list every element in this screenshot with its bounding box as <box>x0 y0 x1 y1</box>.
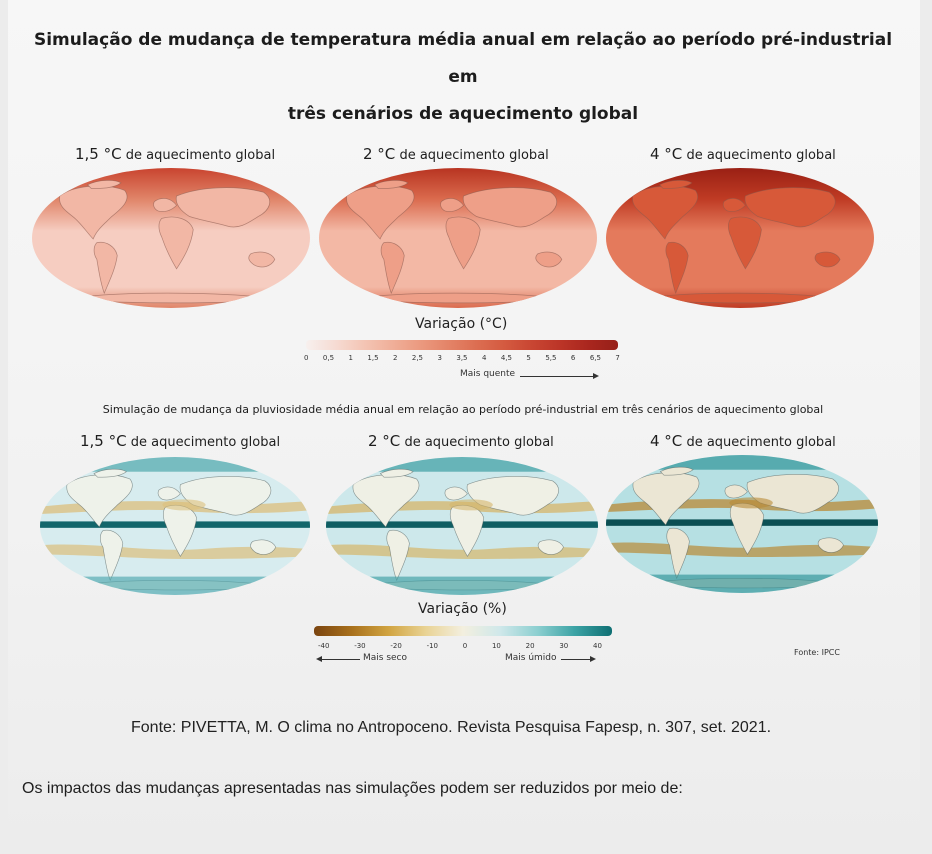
warmer-arrow-line <box>520 376 595 377</box>
precip-legend-title: Variação (%) <box>418 601 507 617</box>
temp-colorbar <box>306 340 618 350</box>
scenario-suffix: de aquecimento global <box>125 148 276 163</box>
legend-tick-label: 3,5 <box>456 354 468 362</box>
precip-legend-hint-wet: Mais úmido <box>505 653 557 663</box>
temp-map-4 <box>606 168 874 308</box>
scenario-suffix: de aquecimento global <box>686 148 836 163</box>
wetter-arrow-icon <box>590 656 596 662</box>
temp-legend-hint: Mais quente <box>460 369 516 379</box>
scenario-suffix: de aquecimento global <box>130 435 281 450</box>
precip-scenario-label-2: 2 °C de aquecimento global <box>368 432 554 450</box>
precip-map-1-5 <box>40 457 310 595</box>
legend-tick-label: 3 <box>437 354 442 362</box>
legend-tick-label: 1,5 <box>367 354 379 362</box>
scenario-value: 1,5 °C <box>75 145 122 163</box>
temp-legend-ticks: 0 0,5 1 1,5 2 2,5 3 3,5 4 4,5 5 5,5 6 6,5 7 <box>304 354 620 362</box>
scenario-suffix: de aquecimento global <box>686 435 836 450</box>
precip-title: Simulação de mudança da pluviosidade méd… <box>102 403 824 416</box>
drier-arrow-line <box>320 659 360 660</box>
legend-tick-label: -30 <box>354 642 366 650</box>
scenario-value: 2 °C <box>368 432 401 450</box>
precip-colorbar <box>314 626 612 636</box>
legend-tick-label: 0,5 <box>322 354 335 362</box>
drier-arrow-icon <box>316 656 322 662</box>
legend-tick-label: 10 <box>491 642 501 650</box>
question-text: Os impactos das mudanças apresentadas na… <box>22 780 683 797</box>
legend-tick-label: 4 <box>481 354 487 362</box>
legend-tick-label: -10 <box>426 642 438 650</box>
wetter-arrow-line <box>561 659 591 660</box>
scenario-suffix: de aquecimento global <box>404 435 554 450</box>
temp-scenario-label-1: 1,5 °C de aquecimento global <box>75 145 275 163</box>
legend-tick-label: 5,5 <box>545 354 557 362</box>
precip-legend-ticks: -40 -30 -20 -10 0 10 20 30 40 <box>318 642 602 650</box>
temp-map-1-5 <box>32 168 310 308</box>
precip-scenario-label-3: 4 °C de aquecimento global <box>650 432 836 450</box>
title-line-2: três cenários de aquecimento global <box>287 104 639 124</box>
legend-tick-label: -40 <box>318 642 330 650</box>
scenario-suffix: de aquecimento global <box>399 148 549 163</box>
legend-tick-label: 7 <box>615 354 620 362</box>
legend-tick-label: 4,5 <box>500 354 512 362</box>
legend-tick-label: 6,5 <box>589 354 601 362</box>
legend-tick-label: 20 <box>525 642 535 650</box>
precip-legend-hint-dry: Mais seco <box>363 653 408 663</box>
warmer-arrow-icon <box>593 373 599 379</box>
legend-tick-label: 1 <box>348 354 353 362</box>
temp-legend-title: Variação (°C) <box>415 316 508 332</box>
legend-tick-label: 30 <box>559 642 569 650</box>
scenario-value: 1,5 °C <box>80 432 127 450</box>
scenario-value: 2 °C <box>363 145 396 163</box>
ipcc-source: Fonte: IPCC <box>794 648 840 657</box>
temp-map-2 <box>319 168 597 308</box>
temp-scenario-label-3: 4 °C de aquecimento global <box>650 145 836 163</box>
legend-tick-label: 0 <box>304 354 309 362</box>
legend-tick-label: 2 <box>392 354 398 362</box>
legend-tick-label: 2,5 <box>411 354 424 362</box>
bibliographic-source: Fonte: PIVETTA, M. O clima no Antropocen… <box>131 719 772 736</box>
figure-title: Simulação de mudança de temperatura médi… <box>28 22 898 133</box>
scenario-value: 4 °C <box>650 432 683 450</box>
legend-tick-label: 5 <box>526 354 531 362</box>
legend-tick-label: 6 <box>570 354 576 362</box>
precip-map-2 <box>326 457 598 595</box>
page: Simulação de mudança de temperatura médi… <box>8 0 920 854</box>
title-line-1: Simulação de mudança de temperatura médi… <box>33 30 893 87</box>
legend-tick-label: 0 <box>462 642 468 650</box>
precip-scenario-label-1: 1,5 °C de aquecimento global <box>80 432 280 450</box>
scenario-value: 4 °C <box>650 145 683 163</box>
legend-tick-label: 40 <box>592 642 602 650</box>
temp-scenario-label-2: 2 °C de aquecimento global <box>363 145 549 163</box>
precip-map-4 <box>606 455 878 593</box>
legend-tick-label: -20 <box>390 642 402 650</box>
